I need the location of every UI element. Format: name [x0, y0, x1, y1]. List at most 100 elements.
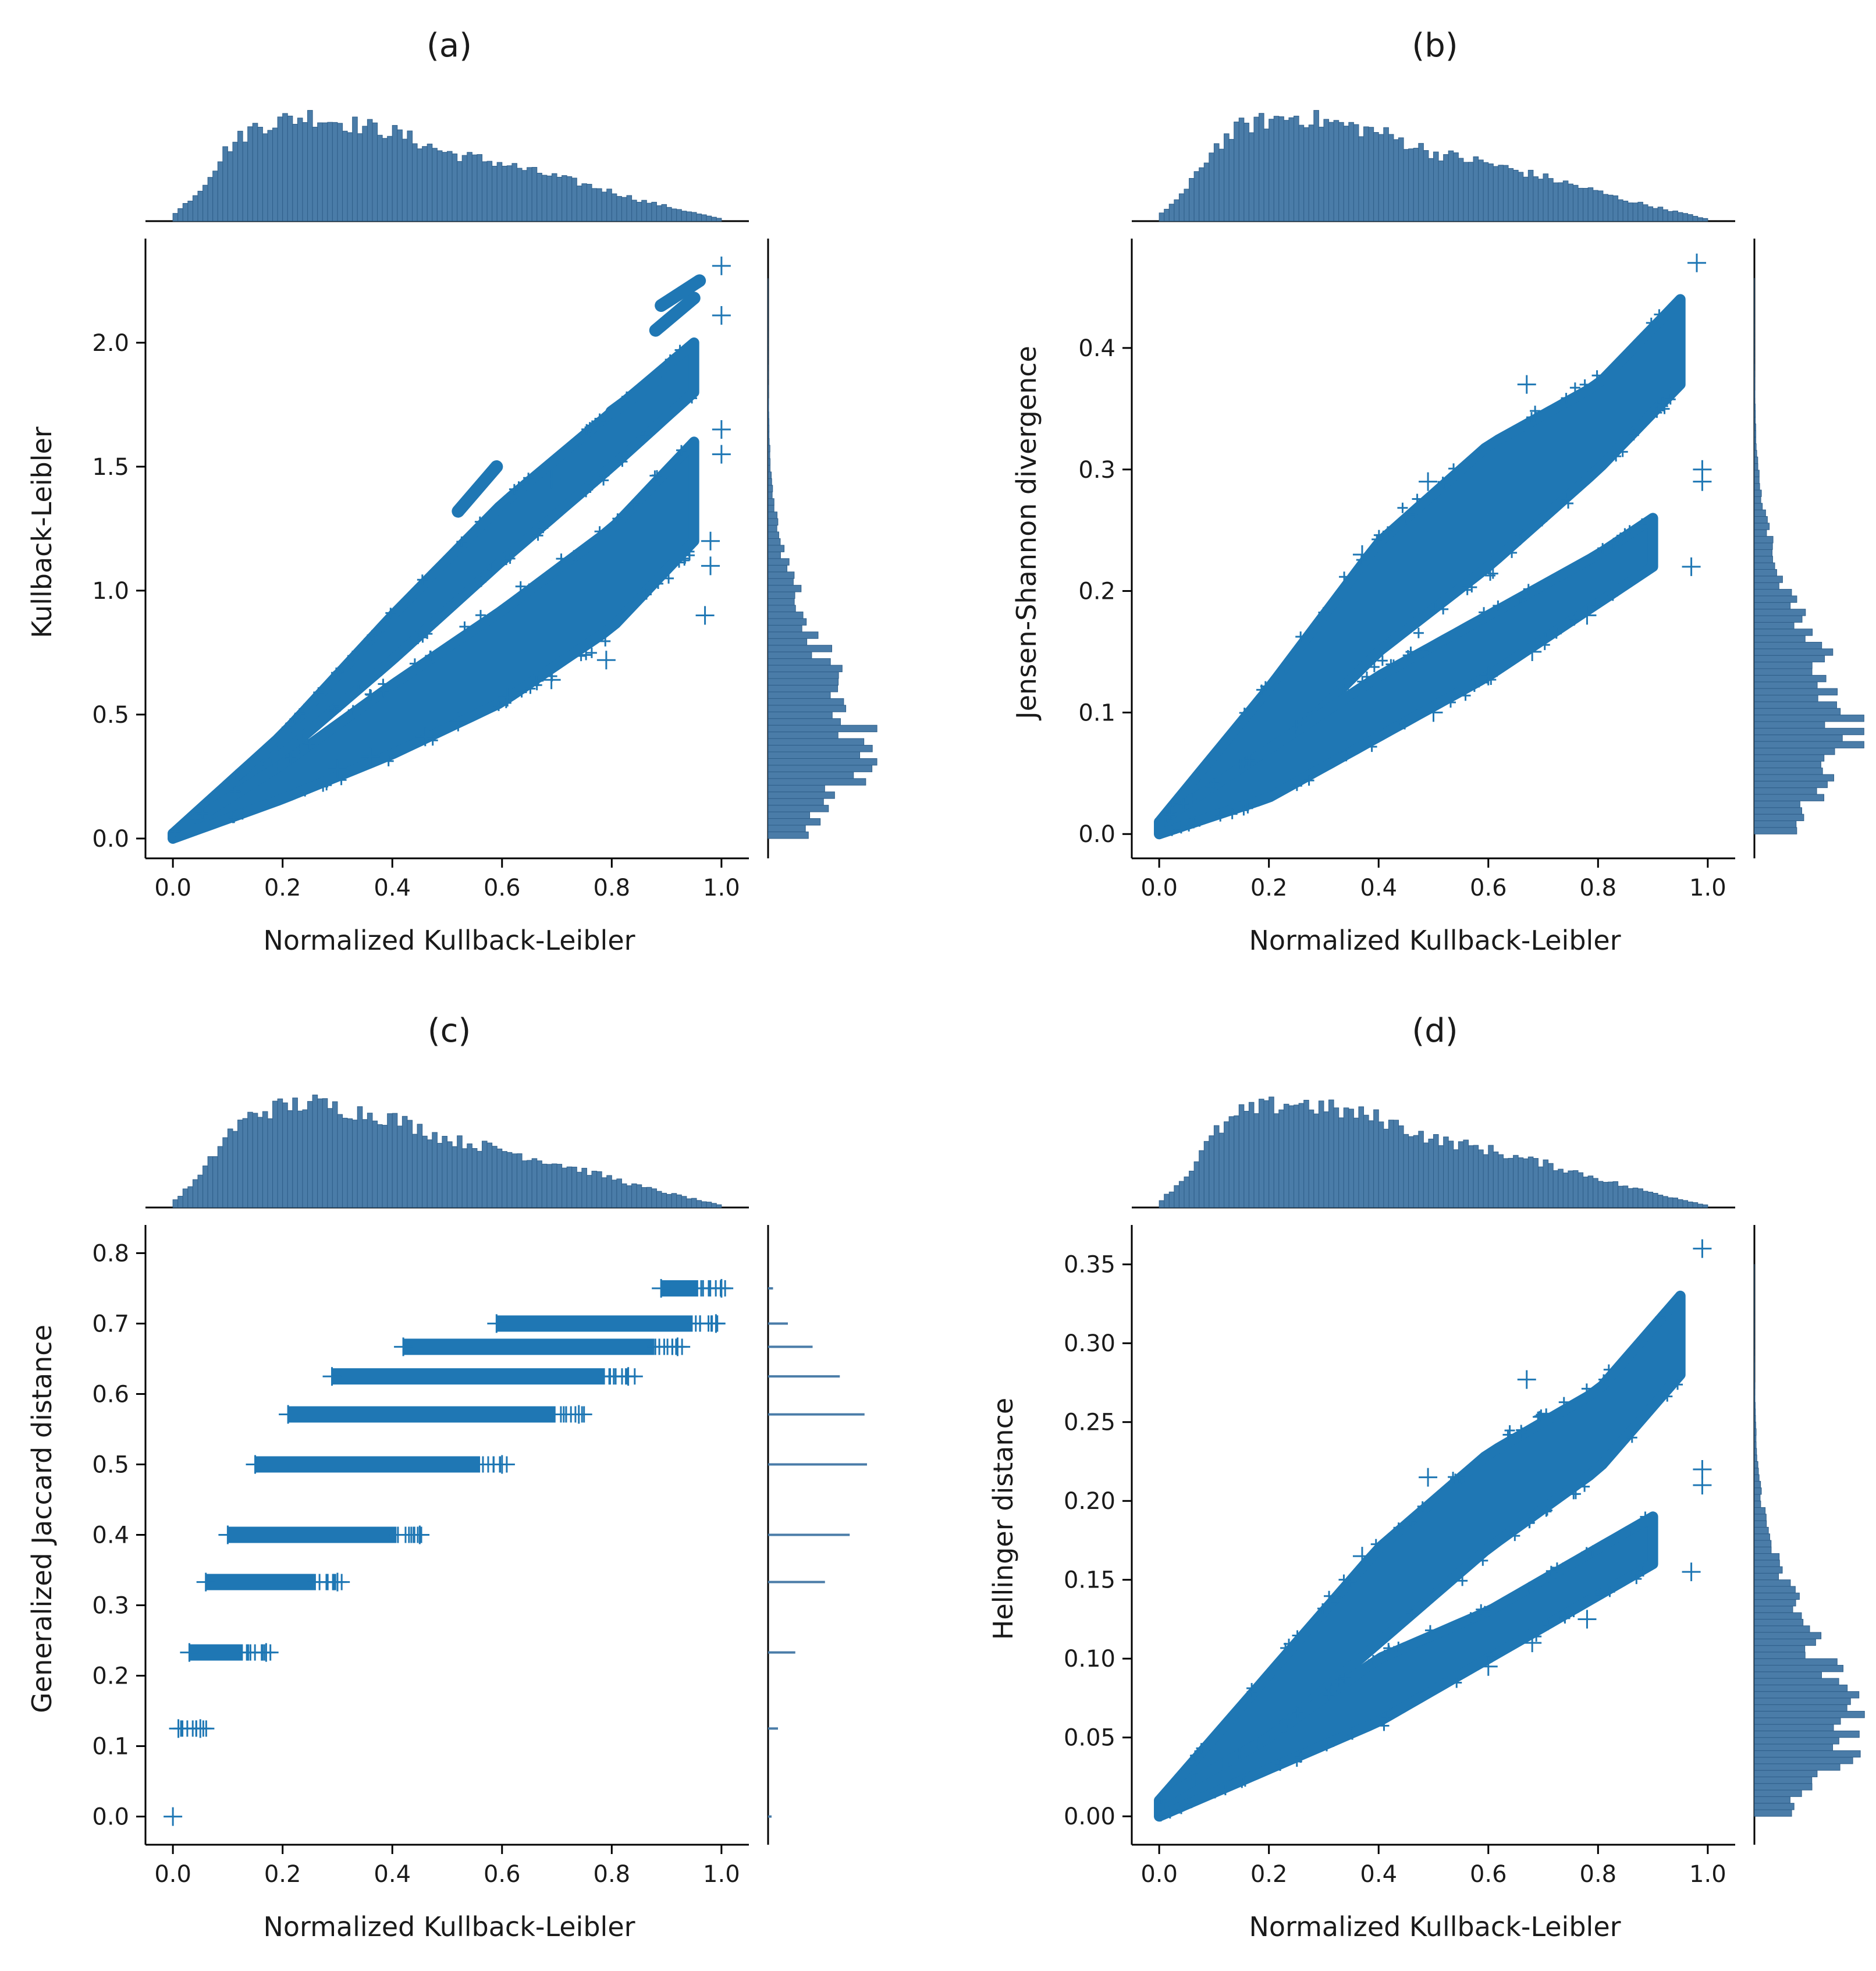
top-histogram-bar [1562, 180, 1569, 222]
data-point [1561, 493, 1572, 504]
top-histogram-bar [207, 177, 214, 222]
top-histogram-bar [646, 203, 652, 222]
right-histogram-bar [1754, 1586, 1796, 1593]
data-point [586, 647, 597, 658]
right-histogram-bar [768, 445, 770, 453]
outlier-point [1693, 1239, 1712, 1258]
top-histogram-bar [496, 1148, 503, 1208]
data-point [1481, 673, 1493, 684]
data-point [493, 700, 504, 711]
right-histogram-bar [768, 765, 873, 772]
top-histogram-bar [701, 214, 707, 222]
top-histogram-bar [1184, 1176, 1190, 1208]
panel-d-y-tick-label: 0.20 [1064, 1488, 1115, 1515]
right-histogram-bar [1754, 1500, 1761, 1508]
panel-a-x-tick-label: 1.0 [703, 875, 740, 901]
data-point [1277, 1722, 1288, 1733]
data-point [1530, 406, 1541, 417]
top-histogram-bar [1488, 1145, 1494, 1208]
panel-c-x-tick-label: 0.4 [374, 1861, 411, 1888]
top-histogram-bar [1174, 1185, 1179, 1208]
top-histogram-bar [461, 1148, 468, 1208]
right-histogram-bar [1754, 1724, 1834, 1731]
panel-a-y-tick-label: 0.5 [92, 702, 129, 729]
level-bar [403, 1338, 655, 1355]
top-histogram-bar [367, 119, 373, 222]
top-histogram-bar [1228, 138, 1235, 222]
data-point [1591, 599, 1602, 610]
top-histogram-bar [357, 1106, 363, 1208]
top-histogram-bar [1672, 210, 1678, 222]
top-histogram-bar [541, 1163, 548, 1208]
top-histogram-bar [711, 1203, 717, 1208]
top-histogram-bar [212, 171, 218, 222]
top-histogram-bar [1338, 122, 1344, 222]
panel-d-title: (d) [1412, 1012, 1458, 1050]
top-histogram-bar [377, 1124, 383, 1208]
top-histogram-bar [1238, 118, 1245, 222]
top-histogram-bar [1502, 1158, 1509, 1208]
top-histogram-bar [1637, 1188, 1643, 1208]
top-histogram-bar [581, 1167, 587, 1208]
data-point [329, 705, 340, 716]
top-histogram-bar [1448, 1141, 1454, 1208]
data-point [1155, 1811, 1166, 1822]
data-point [1462, 580, 1472, 591]
outlier-point [695, 606, 715, 625]
data-point [180, 1643, 199, 1662]
top-histogram-bar [402, 1116, 408, 1208]
top-histogram-bar [1433, 1134, 1439, 1208]
top-histogram-bar [277, 1098, 283, 1208]
right-histogram-bar [768, 485, 773, 492]
data-point [1382, 526, 1393, 537]
data-point [328, 1572, 347, 1592]
panel-a-x-tick-label: 0.0 [154, 875, 191, 901]
outlier-point [712, 256, 731, 275]
right-histogram-bar [1754, 1514, 1767, 1521]
top-histogram-bar [1283, 120, 1289, 222]
right-histogram-bar [768, 505, 774, 513]
right-histogram-bar [768, 512, 778, 519]
right-histogram-bar [1754, 1671, 1822, 1679]
data-point [169, 1719, 188, 1738]
data-point [353, 685, 364, 696]
data-point [1493, 600, 1504, 611]
right-histogram-bar [1754, 1606, 1793, 1613]
panel-b-y-tick-label: 0.4 [1078, 335, 1115, 362]
top-histogram-bar [1178, 1181, 1185, 1208]
panel-c-xlabel: Normalized Kullback-Leibler [263, 1911, 635, 1942]
right-histogram-bar [1754, 800, 1800, 808]
right-histogram-bar [1754, 1770, 1818, 1777]
right-histogram-bar [1754, 1678, 1839, 1685]
top-histogram-bar [442, 1135, 447, 1208]
top-histogram-bar [1298, 1103, 1305, 1208]
top-histogram-bar [1373, 1109, 1379, 1208]
right-histogram-bar [1754, 1579, 1791, 1587]
top-histogram-bar [1338, 1117, 1344, 1208]
right-histogram-bar [1754, 1783, 1813, 1791]
right-histogram-bar [768, 551, 781, 559]
top-histogram-bar [1423, 150, 1429, 222]
top-histogram-bar [536, 173, 542, 222]
top-histogram-bar [1672, 1198, 1678, 1208]
right-histogram-bar [768, 631, 819, 639]
top-histogram-bar [461, 155, 468, 222]
top-histogram-bar [666, 1194, 672, 1208]
top-histogram-bar [651, 1188, 657, 1208]
top-histogram-bar [1408, 1136, 1414, 1208]
right-histogram-bar [1754, 377, 1756, 385]
panel-b-title: (b) [1412, 27, 1458, 65]
top-histogram-bar [417, 148, 423, 222]
top-histogram-bar [272, 1100, 278, 1208]
top-histogram-bar [626, 1185, 633, 1208]
right-histogram-bar [1754, 430, 1757, 438]
data-point [304, 738, 315, 750]
top-histogram-bar [1438, 1145, 1444, 1208]
right-histogram-bar [1754, 1415, 1756, 1423]
right-histogram-bar [1754, 1520, 1767, 1528]
top-histogram-bar [1653, 1192, 1658, 1208]
panel-d-y-tick-label: 0.35 [1064, 1252, 1115, 1279]
data-point [417, 574, 428, 585]
right-histogram-bar [1754, 1454, 1757, 1462]
data-point [1291, 780, 1302, 791]
